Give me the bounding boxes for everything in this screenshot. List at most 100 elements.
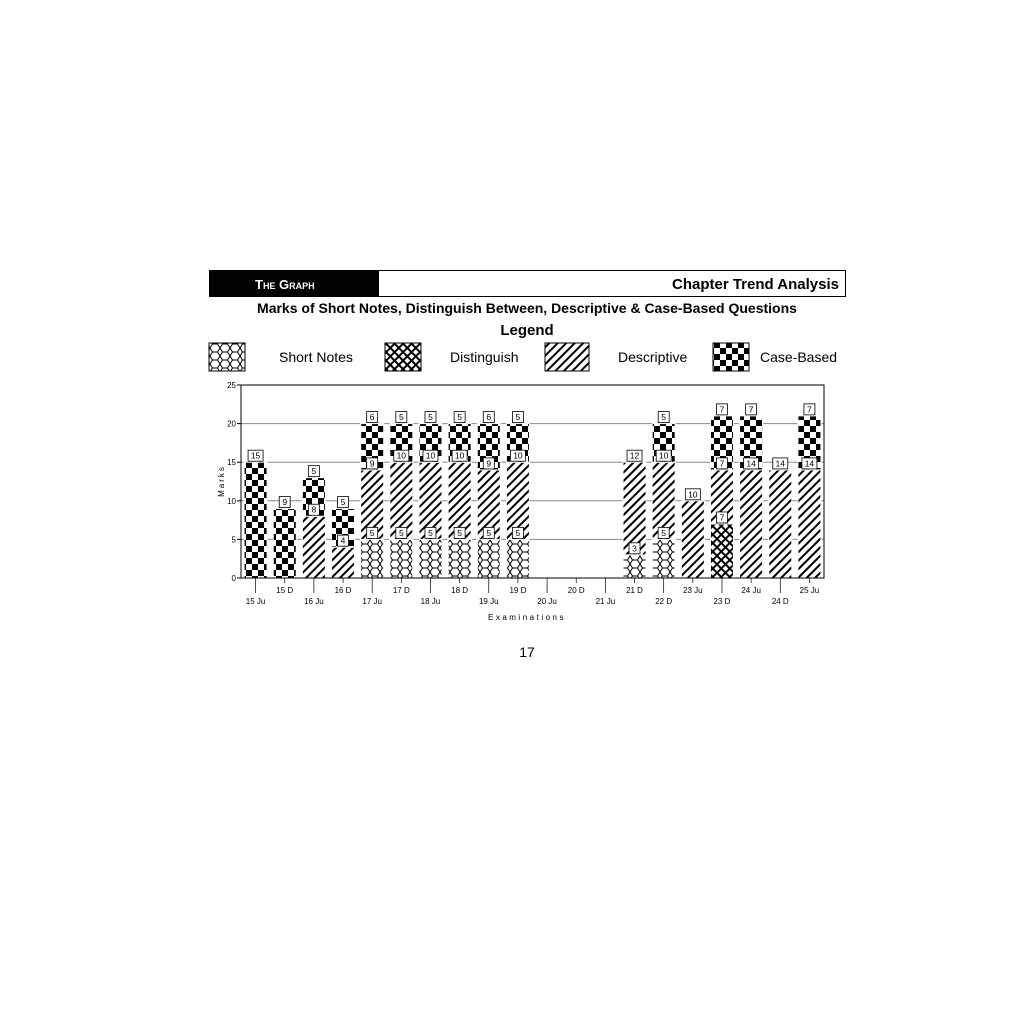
section-label: The Graph xyxy=(210,271,379,296)
header-title: Chapter Trend Analysis xyxy=(672,276,839,293)
legend-swatch-diagonal xyxy=(544,342,590,372)
data-label: 5 xyxy=(486,528,491,538)
data-label-box xyxy=(393,449,410,462)
data-label-box xyxy=(512,527,524,539)
data-label-box xyxy=(424,527,437,539)
bar-segment-hexagon xyxy=(651,538,676,579)
x-tick-label: 23 Ju xyxy=(683,586,703,595)
x-tick-label: 24 Ju xyxy=(741,586,761,595)
data-label-box xyxy=(743,457,760,470)
data-label-box xyxy=(482,527,495,539)
data-label: 5 xyxy=(516,528,521,538)
x-tick-label: 21 D xyxy=(626,586,643,595)
data-label-box xyxy=(684,488,701,501)
data-label-box xyxy=(512,411,524,424)
bar-segment-diagonal xyxy=(331,546,356,579)
data-label: 5 xyxy=(457,412,462,422)
bar-segment-diagonal xyxy=(301,515,326,579)
x-tick-label: 22 D xyxy=(655,597,672,606)
legend-swatch-crosshatch xyxy=(384,342,422,372)
plot-frame xyxy=(240,384,825,579)
data-label: 14 xyxy=(805,458,815,468)
header-bar: The Graph Chapter Trend Analysis xyxy=(209,270,846,297)
y-tick-label: 25 xyxy=(227,381,236,390)
data-label: 7 xyxy=(720,458,725,468)
data-label-box xyxy=(366,527,379,539)
bar-segment-hexagon xyxy=(476,538,501,579)
x-tick-label: 20 D xyxy=(568,586,585,595)
x-tick-label: 24 D xyxy=(772,597,789,606)
data-label-box xyxy=(395,411,408,424)
data-label-box xyxy=(337,534,349,547)
data-label-box xyxy=(482,411,495,424)
data-label-box xyxy=(424,411,437,424)
data-label-box xyxy=(626,449,643,462)
y-axis-label: Marks xyxy=(217,465,226,497)
y-tick-label: 5 xyxy=(232,535,237,544)
data-label: 3 xyxy=(632,543,637,553)
bar-segment-diagonal xyxy=(680,500,705,579)
bar-segment-checker xyxy=(739,415,764,471)
data-label-box xyxy=(657,411,670,424)
data-label-box xyxy=(247,449,264,462)
data-label-box xyxy=(451,449,468,462)
legend-title: Legend xyxy=(500,322,554,339)
y-tick-label: 0 xyxy=(232,574,237,583)
x-tick-label: 23 D xyxy=(714,597,731,606)
data-label-box xyxy=(366,411,379,424)
x-tick-label: 15 D xyxy=(276,586,293,595)
x-tick-label: 15 Ju xyxy=(246,597,266,606)
data-label-box xyxy=(801,457,818,470)
data-label: 10 xyxy=(455,451,465,461)
data-label: 14 xyxy=(746,458,756,468)
chart-title: Marks of Short Notes, Distinguish Betwee… xyxy=(257,300,797,316)
data-label: 5 xyxy=(516,412,521,422)
data-label: 5 xyxy=(428,528,433,538)
bar-segment-crosshatch xyxy=(709,523,734,579)
data-label-box xyxy=(745,403,758,416)
y-tick-label: 20 xyxy=(227,420,236,429)
data-label-box xyxy=(655,449,672,462)
data-label-box xyxy=(716,403,728,416)
data-label: 9 xyxy=(370,458,375,468)
legend-swatch-hexagon xyxy=(208,342,246,372)
data-label-box xyxy=(510,449,526,462)
data-label: 8 xyxy=(312,505,317,515)
data-label-box xyxy=(772,457,789,470)
x-tick-label: 17 D xyxy=(393,586,410,595)
bar-segment-hexagon xyxy=(447,538,472,579)
data-label: 7 xyxy=(720,404,725,414)
legend-swatch-checker xyxy=(712,342,750,372)
bar-segment-checker xyxy=(272,508,297,579)
bar-segment-hexagon xyxy=(360,538,385,579)
data-label-box xyxy=(716,457,728,470)
data-label: 10 xyxy=(659,451,669,461)
data-label: 5 xyxy=(341,497,346,507)
x-tick-label: 25 Ju xyxy=(800,586,820,595)
data-label-box xyxy=(278,496,291,508)
data-label: 10 xyxy=(513,451,523,461)
bar-segment-diagonal xyxy=(768,469,793,579)
bar-segment-hexagon xyxy=(418,538,443,579)
x-tick-label: 16 D xyxy=(335,586,352,595)
bar-segment-hexagon xyxy=(505,538,530,579)
data-label-box xyxy=(337,496,349,508)
data-label: 10 xyxy=(397,451,407,461)
bar-segment-diagonal xyxy=(739,469,764,579)
legend-label-distinguish: Distinguish xyxy=(450,349,519,365)
data-label: 4 xyxy=(341,536,346,546)
data-label: 7 xyxy=(807,404,812,414)
legend-label-short-notes: Short Notes xyxy=(279,349,353,365)
data-label-box xyxy=(657,527,670,539)
data-label: 6 xyxy=(486,412,491,422)
data-label: 5 xyxy=(370,528,375,538)
bar-segment-checker xyxy=(797,415,822,471)
data-label: 6 xyxy=(370,412,375,422)
x-tick-label: 19 D xyxy=(509,586,526,595)
data-label-box xyxy=(307,465,320,478)
data-label: 9 xyxy=(486,458,491,468)
x-tick-label: 18 Ju xyxy=(421,597,441,606)
data-label-box xyxy=(716,511,728,524)
bar-segment-diagonal xyxy=(797,469,822,579)
